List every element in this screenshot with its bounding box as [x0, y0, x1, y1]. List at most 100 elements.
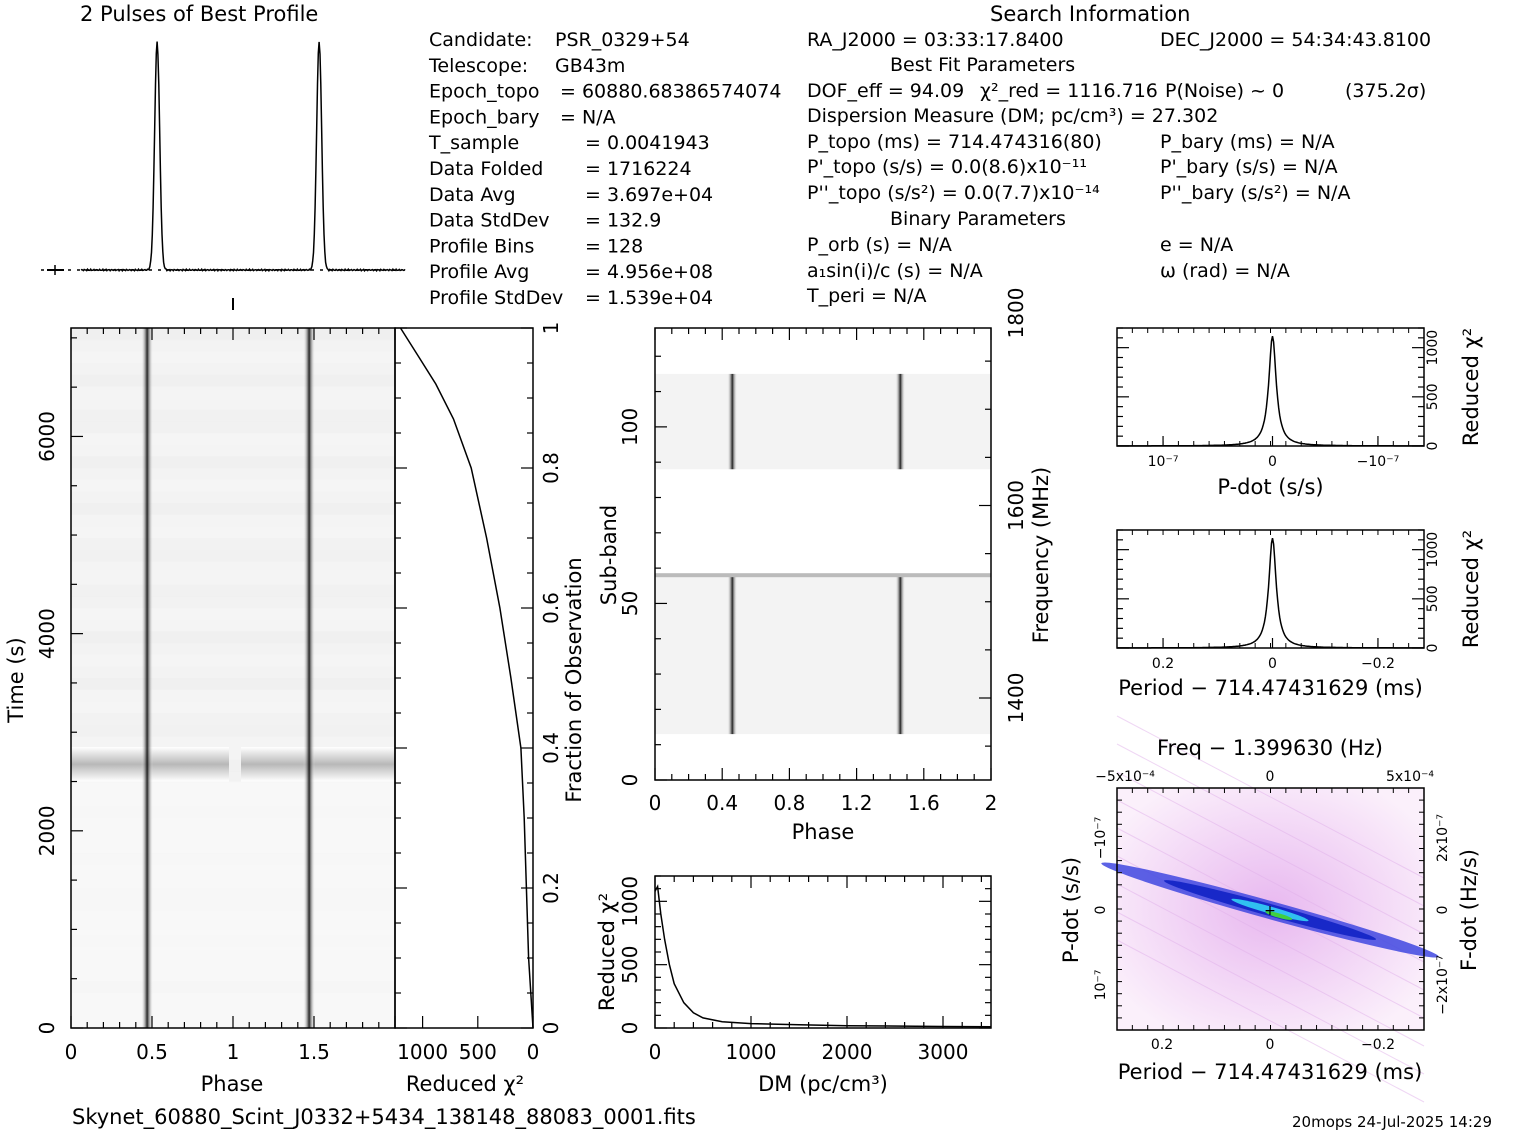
time-phase-pulse-stripe — [141, 328, 154, 1028]
info-left-value: = N/A — [560, 106, 616, 128]
profile-title: 2 Pulses of Best Profile — [80, 2, 318, 26]
time-phase-row — [71, 456, 395, 469]
dm-xlabel: DM (pc/cm³) — [758, 1072, 888, 1096]
time-phase-row — [71, 678, 395, 691]
time-phase-row — [71, 398, 395, 411]
time-phase-grey-band — [241, 747, 395, 782]
time-phase-row — [71, 736, 395, 749]
chi2-fraction-ylabel: Fraction of Observation — [562, 557, 586, 802]
p-pdot-streak — [1116, 771, 1425, 935]
time-phase-row — [71, 666, 395, 679]
info-left-name: Telescope: — [428, 55, 528, 77]
time-phase-row — [71, 689, 395, 702]
p-pdot-ridge-peak — [1231, 898, 1309, 922]
subband-ylabel: Sub-band — [597, 505, 621, 605]
p-pdot-ridge-max — [1265, 911, 1293, 920]
chi2-fraction-xtick-label: 1000 — [397, 1040, 448, 1064]
time-phase-row — [71, 433, 395, 446]
time-phase-ylabel: Time (s) — [4, 637, 28, 723]
dm-xtick-label: 0 — [649, 1040, 662, 1064]
periodPlot-ytick-label: 0 — [1425, 644, 1441, 653]
subband-xtick-label: 0 — [649, 791, 662, 815]
time-phase-row — [71, 468, 395, 481]
periodPlot-curve — [1117, 538, 1424, 649]
time-phase-xtick-label: 0.5 — [136, 1040, 168, 1064]
time-phase-row — [71, 444, 395, 457]
time-phase-ytick-label: 0 — [35, 1022, 59, 1035]
pdotPlot-curve — [1117, 336, 1424, 447]
time-phase-row — [71, 573, 395, 586]
time-phase-row — [71, 351, 395, 364]
time-phase-xlabel: Phase — [201, 1072, 264, 1096]
time-phase-xtick-label: 1 — [227, 1040, 240, 1064]
subband-phase-plot: 0 0.4 0.8 1.2 1.6 2 0 50 100 1400 1600 1800 Phase Sub… — [597, 288, 1053, 844]
subband-ytick-label: 50 — [618, 591, 642, 616]
p-pdot-streak — [1116, 911, 1425, 1075]
pdd-topo-text: P''_topo (s/s²) = 0.0(7.7)x10⁻¹⁴ — [807, 182, 1100, 204]
p-pdot-plane-plot: +0.2 0 −0.2 −5x10⁻⁴ 0 5x10⁻⁴ −10⁻⁷ 0 10⁻⁷ 2x10⁻⁷ 0… — [1059, 715, 1481, 1103]
chi2-fraction-xlabel: Reduced χ² — [406, 1072, 524, 1096]
a1sini-text: a₁sin(i)/c (s) = N/A — [807, 260, 983, 282]
chi2-fraction-ytick-label: 0.6 — [539, 592, 563, 624]
p-pdot-title: Freq − 1.399630 (Hz) — [1157, 736, 1383, 760]
chi2-fraction-ytick-label: 0 — [539, 1022, 563, 1035]
subband-y2tick-label: 1400 — [1004, 673, 1028, 724]
p-pdot-x2tick-label: 5x10⁻⁴ — [1386, 769, 1434, 785]
time-phase-xtick-label: 0 — [65, 1040, 78, 1064]
periodPlot-xlabel: Period − 714.47431629 (ms) — [1118, 676, 1423, 700]
p-pdot-y2tick-label: 0 — [1435, 906, 1451, 915]
info-left-name: Epoch_bary — [429, 106, 539, 128]
dof-text: DOF_eff = 94.09 — [807, 80, 964, 102]
p-pdot-xtick-label: −0.2 — [1361, 1037, 1395, 1053]
info-left-value: = 0.0041943 — [585, 132, 710, 154]
time-phase-row — [71, 596, 395, 609]
periodPlot-ytick-label: 1000 — [1425, 532, 1441, 568]
subband-pulse-stripe — [895, 575, 906, 735]
info-left-value: = 128 — [585, 235, 643, 257]
dm-frame — [654, 875, 992, 1029]
p-pdot-streak — [1116, 883, 1425, 1047]
p-pdot-streak — [1116, 715, 1425, 879]
time-phase-row — [71, 421, 395, 434]
dm-text: Dispersion Measure (DM; pc/cm³) = 27.302 — [807, 105, 1218, 127]
time-phase-pulse-stripe — [303, 328, 316, 1028]
info-left-name: Data Avg — [429, 184, 516, 206]
info-left-block: Candidate: PSR_0329+54 Telescope: GB43m Epoc… — [428, 29, 781, 309]
pdd-bary-text: P''_bary (s/s²) = N/A — [1160, 182, 1350, 204]
p-bary-text: P_bary (ms) = N/A — [1160, 131, 1335, 153]
p-pdot-xtick-label: 0 — [1266, 1037, 1275, 1053]
time-phase-row — [71, 584, 395, 597]
periodPlot-xtick-label: 0.2 — [1152, 656, 1174, 672]
chi2-fraction-xtick-label: 500 — [459, 1040, 497, 1064]
subband-ytick-label: 100 — [618, 408, 642, 446]
periodPlot-xtick-label: 0 — [1268, 656, 1277, 672]
periodPlot-ytick-label: 500 — [1425, 585, 1441, 612]
time-phase-row — [71, 608, 395, 621]
p-noise-text: P(Noise) ~ 0 — [1165, 80, 1284, 102]
pdotPlot-ytick-label: 500 — [1425, 383, 1441, 410]
time-phase-row — [71, 409, 395, 422]
time-phase-row — [71, 549, 395, 562]
chi2-fraction-xtick-label: 0 — [527, 1040, 540, 1064]
time-phase-row — [71, 491, 395, 504]
time-phase-row — [71, 654, 395, 667]
time-phase-row — [71, 643, 395, 656]
info-left-value: = 60880.68386574074 — [560, 81, 781, 103]
time-phase-row — [71, 619, 395, 632]
subband-y2tick-label: 1600 — [1004, 480, 1028, 531]
info-left-value: = 4.956e+08 — [585, 261, 713, 283]
time-phase-lower — [71, 781, 395, 1028]
info-left-value: GB43m — [555, 55, 625, 77]
p-pdot-ytick-label: 10⁻⁷ — [1093, 970, 1109, 1001]
p-pdot-y2tick-label: 2x10⁻⁷ — [1435, 814, 1451, 862]
info-left-value: = 3.697e+04 — [585, 184, 713, 206]
time-phase-row — [71, 526, 395, 539]
p-pdot-ylabel: P-dot (s/s) — [1059, 857, 1083, 963]
p-pdot-ytick-label: −10⁻⁷ — [1093, 817, 1109, 860]
dm-xtick-label: 1000 — [726, 1040, 777, 1064]
dm-curve-plot: 0 1000 2000 3000 0 500 1000 DM (pc/cm³) Reduced … — [595, 875, 992, 1096]
time-phase-row — [71, 514, 395, 527]
ra-text: RA_J2000 = 03:33:17.8400 — [807, 29, 1064, 51]
